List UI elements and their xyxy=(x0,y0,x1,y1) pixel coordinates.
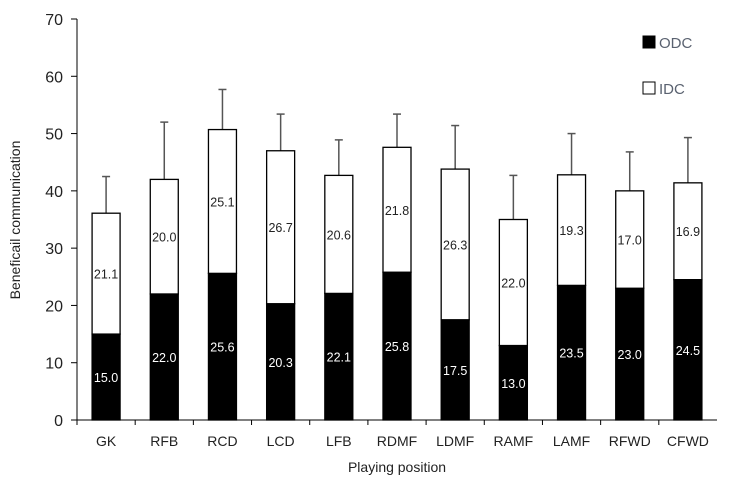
data-label-odc: 22.0 xyxy=(152,351,176,365)
data-label-idc: 22.0 xyxy=(501,277,525,291)
x-tick-label: LDMF xyxy=(436,433,474,449)
bar-idc xyxy=(556,174,587,287)
bar-idc xyxy=(382,146,412,273)
data-label-idc: 21.8 xyxy=(385,204,409,218)
y-tick-label: 30 xyxy=(45,241,63,258)
data-label-odc: 13.0 xyxy=(501,377,525,391)
x-tick-label: LFB xyxy=(326,433,352,449)
data-label-odc: 25.6 xyxy=(210,341,234,355)
y-tick-label: 10 xyxy=(45,356,63,373)
data-label-odc: 20.3 xyxy=(268,356,292,370)
bar-odc xyxy=(149,293,179,421)
y-axis-label: Beneficail communication xyxy=(7,141,23,300)
data-label-odc: 17.5 xyxy=(443,364,467,378)
y-axis: 0 10 20 30 40 50 60 70 xyxy=(45,12,78,430)
y-tick-label: 50 xyxy=(45,127,63,144)
bar-idc xyxy=(498,218,529,347)
bar-idc xyxy=(207,128,238,274)
data-label-odc: 15.0 xyxy=(94,371,118,385)
data-label-idc: 20.0 xyxy=(152,231,176,245)
data-label-odc: 25.8 xyxy=(385,340,409,354)
legend: ODC IDC xyxy=(642,35,693,98)
bar-odc xyxy=(673,278,703,421)
legend-label-idc: IDC xyxy=(659,81,685,98)
x-tick-label: LAMF xyxy=(553,433,590,449)
legend-swatch-odc xyxy=(642,35,656,49)
bar-idc xyxy=(324,174,354,295)
data-label-idc: 17.0 xyxy=(618,234,642,248)
bar-idc xyxy=(149,178,179,295)
y-tick-label: 70 xyxy=(45,12,63,29)
bar-idc xyxy=(265,150,296,305)
data-label-idc: 21.1 xyxy=(94,268,118,282)
data-label-idc: 26.7 xyxy=(268,221,292,235)
x-tick-label: RAMF xyxy=(494,433,534,449)
data-label-odc: 22.1 xyxy=(327,351,351,365)
data-label-odc: 23.5 xyxy=(559,347,583,361)
data-label-idc: 16.9 xyxy=(676,225,700,239)
x-tick-label: RFWD xyxy=(609,433,651,449)
x-tick-label: RFB xyxy=(150,433,178,449)
data-label-odc: 24.5 xyxy=(676,344,700,358)
legend-swatch-idc xyxy=(642,81,656,95)
bar-idc xyxy=(673,182,703,281)
y-tick-label: 20 xyxy=(45,298,63,315)
legend-label-odc: ODC xyxy=(659,35,693,52)
x-tick-label: LCD xyxy=(267,433,295,449)
x-tick-label: GK xyxy=(96,433,117,449)
x-tick-label: CFWD xyxy=(667,433,709,449)
x-tick-label: RDMF xyxy=(377,433,417,449)
y-tick-label: 60 xyxy=(45,69,63,86)
bars: 15.0 21.1 22.0 20.0 25.6 25.1 20.3 26.7 22.1 20.6… xyxy=(91,88,703,421)
x-axis: GK RFB RCD LCD LFB RDMF LDMF RAMF LAMF RFWD CFWD xyxy=(76,419,717,449)
y-tick-label: 0 xyxy=(54,413,63,430)
x-axis-label: Playing position xyxy=(348,459,446,475)
bar-idc xyxy=(440,168,470,321)
data-label-idc: 19.3 xyxy=(559,224,583,238)
bar-odc xyxy=(91,333,121,421)
bar-idc xyxy=(91,212,121,335)
bar-idc xyxy=(615,190,645,289)
data-label-idc: 25.1 xyxy=(210,195,234,209)
data-label-odc: 23.0 xyxy=(618,348,642,362)
data-label-idc: 20.6 xyxy=(327,228,351,242)
x-tick-label: RCD xyxy=(207,433,237,449)
y-tick-label: 40 xyxy=(45,184,63,201)
data-label-idc: 26.3 xyxy=(443,238,467,252)
